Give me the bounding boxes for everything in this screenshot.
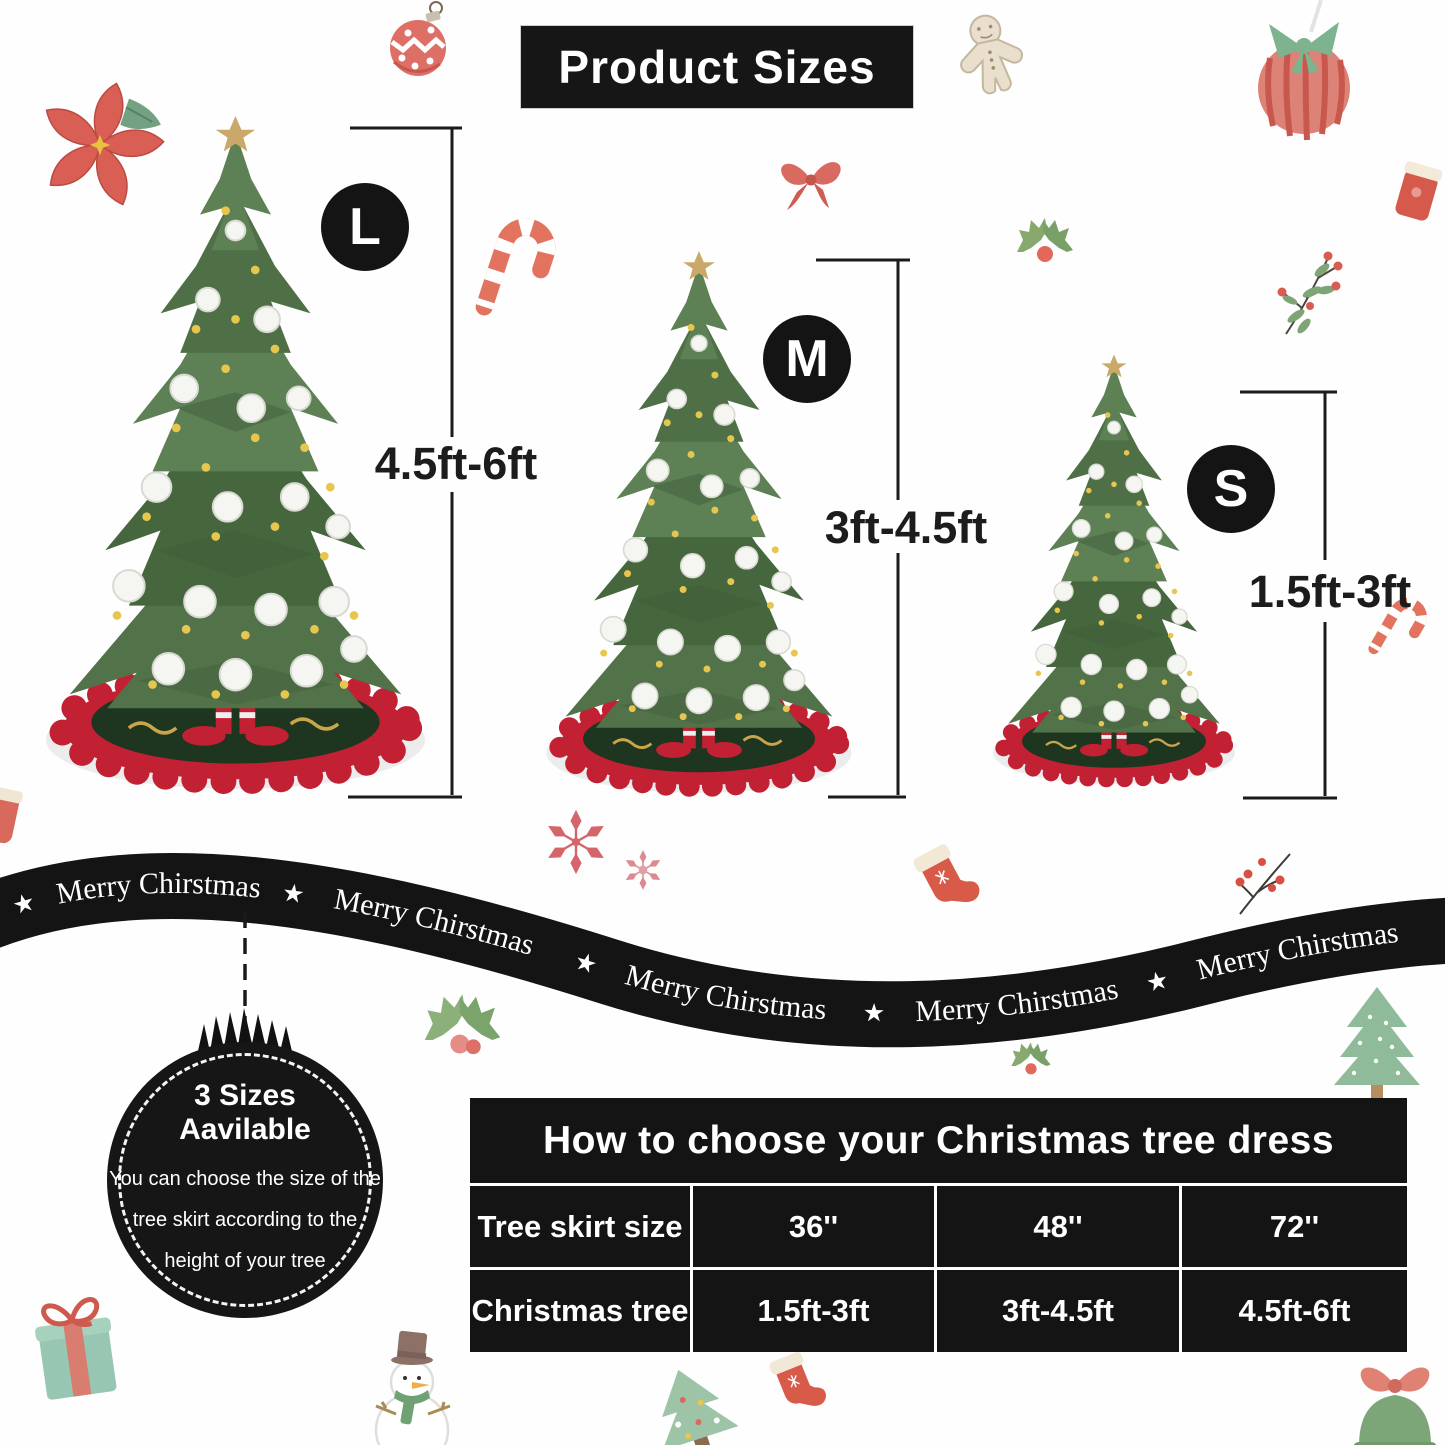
bell-icon: [1353, 1367, 1437, 1445]
holly-small-icon: [1011, 1042, 1051, 1075]
stocking-icon: [769, 1352, 827, 1406]
red-cup-icon: [1395, 161, 1443, 221]
sizes-available-badge: 3 Sizes Aavilable You can choose the siz…: [107, 1042, 383, 1318]
berry-branch-icon: [1235, 853, 1291, 915]
table-row-header: Tree skirt size: [470, 1186, 690, 1267]
height-range-small: 1.5ft-3ft: [1248, 566, 1412, 617]
ribbon-star-icon: ★: [280, 877, 306, 909]
measure-line-small: [1240, 390, 1337, 800]
table-title: How to choose your Christmas tree dress: [470, 1098, 1407, 1183]
ribbon-star-icon: ★: [863, 998, 886, 1027]
size-marker-medium: M: [763, 315, 851, 403]
snowman-icon: [374, 1330, 451, 1445]
tilted-tree-icon: [662, 1369, 739, 1445]
table-cell: 1.5ft-3ft: [693, 1270, 934, 1352]
badge-text-line: tree skirt according to the: [132, 1208, 358, 1231]
ornament-partial-icon: [0, 784, 23, 844]
candy-cane-icon: [484, 222, 552, 320]
badge-title: 3 Sizes Aavilable: [179, 1078, 311, 1146]
table-grid: Tree skirt size 36'' 48'' 72'' Christmas…: [470, 1183, 1407, 1352]
size-chart-table: How to choose your Christmas tree dress …: [470, 1098, 1407, 1352]
holly-icon: [424, 994, 501, 1055]
svg-text:★: ★: [863, 998, 886, 1027]
stocking-icon: [913, 844, 980, 903]
poinsettia-icon: [45, 82, 165, 206]
table-cell: 3ft-4.5ft: [937, 1270, 1179, 1352]
holly-icon: [1017, 218, 1073, 262]
badge-text-line: height of your tree: [164, 1249, 326, 1272]
size-marker-large: L: [321, 183, 409, 271]
red-bow-icon: [781, 162, 841, 210]
snowflake-icon: [545, 809, 607, 875]
table-cell: 36'': [693, 1186, 934, 1267]
size-letter: L: [349, 198, 381, 256]
table-row-header: Christmas tree: [470, 1270, 690, 1352]
badge-dashed-ring: 3 Sizes Aavilable You can choose the siz…: [109, 1053, 381, 1307]
height-range-large: 4.5ft-6ft: [374, 438, 538, 489]
size-letter: M: [785, 330, 829, 388]
badge-text-line: You can choose the size of the: [109, 1167, 381, 1190]
merry-christmas-ribbon: ★ Merry Chirstmas ★ Merry Chirstmas ★ Me…: [0, 853, 1445, 1048]
measure-line-medium: [816, 258, 910, 799]
measure-line-large: [348, 126, 462, 799]
page-title: Product Sizes: [520, 25, 914, 109]
bauble-bow-icon: [1258, 0, 1350, 141]
gingerbread-man-icon: [960, 14, 1024, 95]
table-cell: 48'': [937, 1186, 1179, 1267]
height-range-medium: 3ft-4.5ft: [824, 502, 988, 553]
christmas-tree-small: [993, 355, 1235, 785]
pine-tree-icon: [1334, 987, 1420, 1099]
mistletoe-icon: [1277, 251, 1343, 335]
table-cell: 72'': [1182, 1186, 1407, 1267]
ornament-ball-icon: [390, 1, 446, 76]
svg-text:★: ★: [280, 877, 306, 909]
snowflake-icon: [624, 850, 662, 890]
table-cell: 4.5ft-6ft: [1182, 1270, 1407, 1352]
size-letter: S: [1213, 460, 1249, 518]
size-marker-small: S: [1187, 445, 1275, 533]
gift-box-icon: [35, 1297, 117, 1400]
